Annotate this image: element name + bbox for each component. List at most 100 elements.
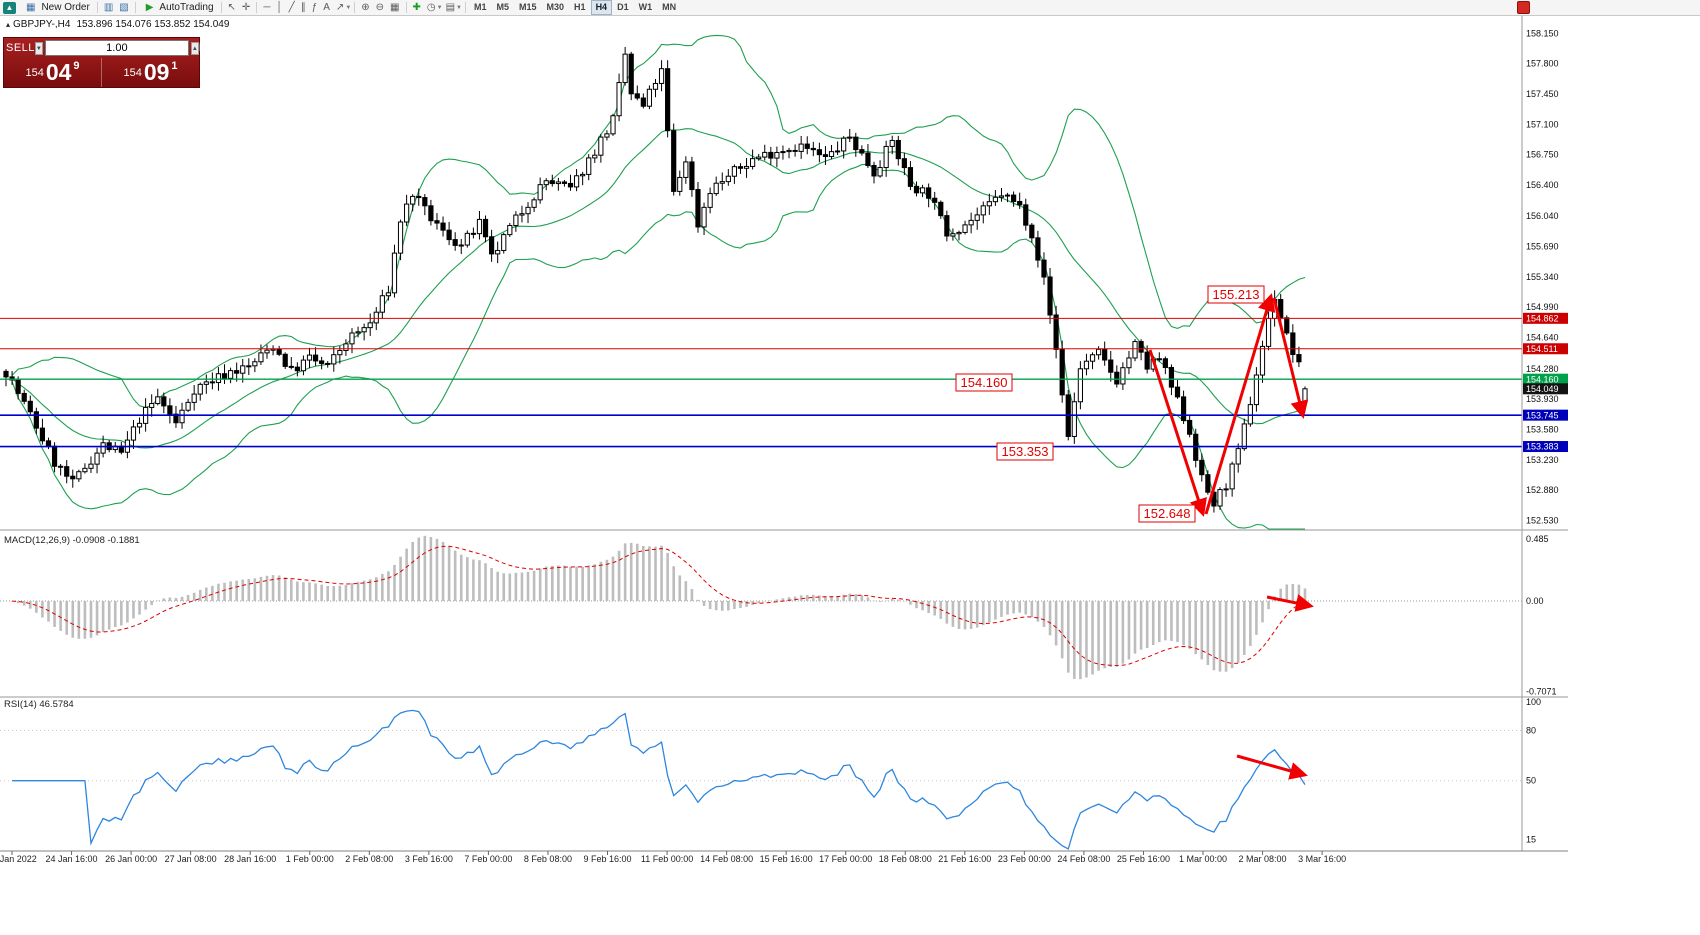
buy-button[interactable]: BUY: [198, 42, 223, 54]
profiles-icon[interactable]: ▧: [119, 1, 129, 13]
svg-text:50: 50: [1526, 776, 1536, 786]
trend-arrow: [1148, 349, 1207, 517]
sell-price-base: 154: [25, 66, 44, 79]
crosshair-icon[interactable]: ✛: [241, 1, 251, 13]
svg-text:154.280: 154.280: [1526, 364, 1559, 374]
svg-text:154.640: 154.640: [1526, 333, 1559, 343]
chart-shift-icon: ▴: [6, 20, 11, 29]
charts-icon[interactable]: ▥: [103, 1, 114, 13]
fibonacci-icon[interactable]: ƒ: [311, 1, 318, 13]
periods-icon[interactable]: ◷: [426, 1, 436, 13]
svg-text:152.880: 152.880: [1526, 485, 1559, 495]
buy-price-frac: 1: [171, 59, 178, 72]
svg-text:80: 80: [1526, 725, 1536, 735]
svg-text:2 Feb 08:00: 2 Feb 08:00: [345, 854, 393, 864]
price-label-box: [955, 373, 1013, 392]
svg-text:9 Feb 16:00: 9 Feb 16:00: [583, 854, 631, 864]
price-badge: [1523, 409, 1568, 421]
tf-button-m5[interactable]: M5: [496, 2, 510, 12]
zoom-in-icon[interactable]: ⊕: [361, 1, 370, 13]
sell-button[interactable]: SELL: [6, 42, 35, 54]
svg-text:0.00: 0.00: [1526, 596, 1544, 606]
svg-text:27 Jan 08:00: 27 Jan 08:00: [165, 854, 217, 864]
channel-icon[interactable]: ∥: [300, 1, 306, 13]
sell-price[interactable]: 154 04 9: [4, 58, 102, 87]
templates-icon[interactable]: ▤: [445, 1, 456, 13]
vline-icon[interactable]: │: [276, 1, 283, 13]
svg-text:28 Jan 16:00: 28 Jan 16:00: [224, 854, 276, 864]
app-icon[interactable]: ▲: [3, 1, 16, 14]
tf-button-m30[interactable]: M30: [546, 2, 565, 12]
trendline-icon[interactable]: ╱: [288, 1, 295, 13]
svg-text:153.383: 153.383: [1526, 442, 1559, 452]
svg-text:152.530: 152.530: [1526, 515, 1559, 525]
new-order-label: New Order: [41, 2, 90, 13]
chart-annotations[interactable]: 155.213 154.160 153.353 152.648: [955, 285, 1314, 780]
svg-text:14 Feb 08:00: 14 Feb 08:00: [700, 854, 753, 864]
svg-text:154.862: 154.862: [1526, 314, 1559, 324]
svg-text:154.990: 154.990: [1526, 302, 1559, 312]
chevron-down-icon[interactable]: ▼: [456, 4, 462, 11]
one-click-trading-panel: SELL ▼ ▲ BUY 154 04 9 154 09 1: [3, 37, 222, 88]
bollinger-lower: [11, 163, 1305, 530]
price-label-box: [1138, 504, 1196, 523]
trend-arrow: [1204, 293, 1276, 515]
chevron-down-icon[interactable]: ▼: [436, 4, 443, 11]
price-badge: [1523, 373, 1568, 385]
autotrading-label: AutoTrading: [159, 2, 214, 13]
candlesticks[interactable]: [3, 46, 1308, 513]
toolbar-separator: [134, 2, 136, 13]
tf-button-h1[interactable]: H1: [574, 2, 586, 12]
bollinger-bands: [11, 34, 1306, 530]
svg-text:155.690: 155.690: [1526, 242, 1559, 252]
date-axis[interactable]: 21 Jan 2022 24 Jan 16:00 26 Jan 00:00 27 Ja…: [0, 851, 1346, 864]
price-label-text: 152.648: [1144, 506, 1191, 521]
symbol-header: ▴ GBPJPY-,H4 153.896 154.076 153.852 154.0…: [6, 19, 229, 30]
tf-button-m15[interactable]: M15: [519, 2, 537, 12]
arrows-icon[interactable]: ↗: [335, 1, 345, 13]
horizontal-lines[interactable]: [0, 317, 1522, 448]
bollinger-upper: [11, 34, 1306, 408]
tf-button-h4[interactable]: H4: [590, 0, 613, 15]
volume-up-button[interactable]: ▲: [190, 41, 199, 55]
volume-input[interactable]: [44, 40, 189, 56]
trend-arrow: [1236, 754, 1308, 780]
alert-icon[interactable]: [1517, 1, 1530, 14]
toolbar-separator: [256, 2, 258, 13]
volume-down-button[interactable]: ▼: [34, 41, 43, 55]
text-icon[interactable]: A: [323, 1, 330, 13]
svg-text:156.400: 156.400: [1526, 180, 1559, 190]
autotrading-button[interactable]: ▶ AutoTrading: [139, 1, 218, 15]
buy-price-base: 154: [123, 66, 142, 79]
svg-text:24 Jan 16:00: 24 Jan 16:00: [46, 854, 98, 864]
svg-text:153.745: 153.745: [1526, 410, 1559, 420]
tf-button-d1[interactable]: D1: [617, 2, 629, 12]
svg-text:154.511: 154.511: [1526, 344, 1558, 354]
macd-panel[interactable]: 0.485 0.00 -0.7071: [0, 534, 1557, 697]
rsi-panel[interactable]: 100 80 50 15: [0, 697, 1541, 850]
buy-price[interactable]: 154 09 1: [102, 58, 199, 87]
tf-button-w1[interactable]: W1: [638, 2, 653, 12]
svg-text:11 Feb 00:00: 11 Feb 00:00: [641, 854, 693, 864]
indicators-icon[interactable]: ✚: [412, 1, 421, 13]
toolbar-separator: [96, 2, 98, 13]
chevron-down-icon[interactable]: ▼: [345, 4, 352, 11]
svg-text:153.580: 153.580: [1526, 424, 1559, 434]
svg-text:153.930: 153.930: [1526, 394, 1559, 404]
cursor-icon[interactable]: ↖: [227, 1, 236, 13]
new-order-button[interactable]: ▦ New Order: [19, 1, 94, 15]
tf-button-mn[interactable]: MN: [662, 2, 677, 12]
tf-button-m1[interactable]: M1: [473, 2, 487, 12]
svg-text:154.049: 154.049: [1526, 384, 1559, 394]
tile-windows-icon[interactable]: ▦: [390, 1, 400, 13]
price-scale[interactable]: 158.150 157.800 157.450 157.100 156.750 156.4…: [1523, 28, 1568, 525]
svg-text:157.800: 157.800: [1526, 59, 1559, 69]
price-badge: [1523, 343, 1568, 355]
price-label-text: 155.213: [1213, 287, 1260, 302]
zoom-out-icon[interactable]: ⊖: [375, 1, 385, 13]
svg-text:155.340: 155.340: [1526, 272, 1559, 282]
svg-text:24 Feb 08:00: 24 Feb 08:00: [1057, 854, 1110, 864]
hline-icon[interactable]: ─: [263, 1, 271, 13]
